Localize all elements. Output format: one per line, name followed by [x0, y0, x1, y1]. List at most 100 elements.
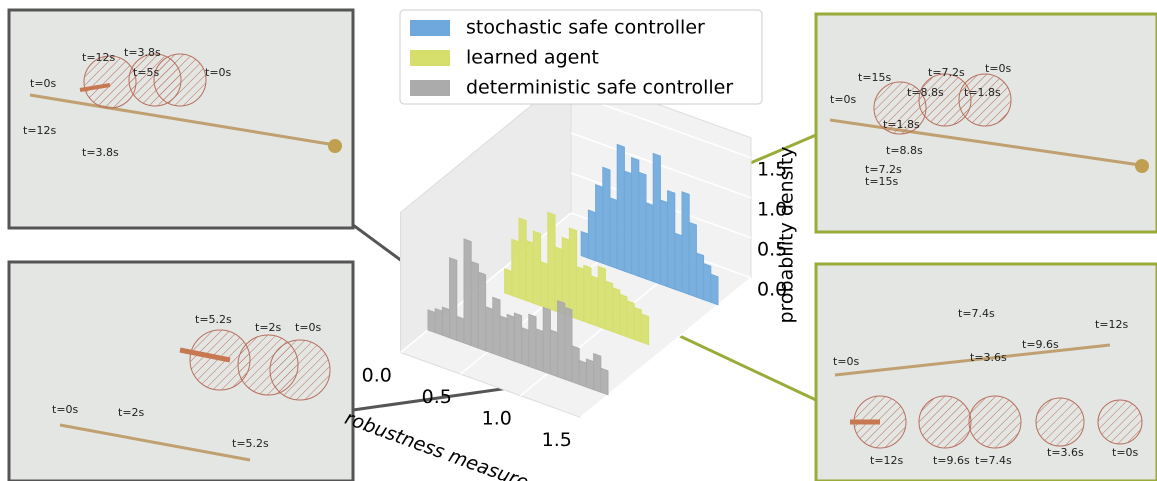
bar: [457, 316, 464, 343]
annotation: t=9.6s: [933, 454, 970, 467]
legend-label: learned agent: [466, 47, 599, 69]
annotation: t=0s: [295, 321, 322, 334]
annotation: t=0s: [1112, 446, 1139, 459]
annotation: t=2s: [255, 321, 282, 334]
bar: [682, 192, 689, 295]
bar: [675, 233, 682, 292]
bar: [500, 316, 507, 359]
bar: [639, 172, 646, 279]
x-tick-label: 0.5: [422, 386, 452, 408]
bar: [646, 203, 653, 282]
annotation: t=1.8s: [883, 118, 920, 131]
bar: [533, 231, 540, 306]
annotation: t=3.8s: [124, 46, 161, 59]
annotation: t=9.6s: [1022, 338, 1059, 351]
bar: [541, 262, 548, 309]
bar: [689, 222, 696, 297]
annotation: t=0s: [985, 62, 1012, 75]
legend-swatch: [410, 20, 450, 36]
bar: [579, 360, 586, 387]
bar: [581, 232, 588, 259]
legend-swatch: [410, 50, 450, 66]
bar: [641, 314, 648, 345]
bar: [522, 328, 529, 367]
annotation: t=8.8s: [907, 86, 944, 99]
annotation: t=15s: [865, 175, 899, 188]
annotation: t=8.8s: [886, 144, 923, 157]
bar: [588, 210, 595, 261]
annotation: t=5.2s: [195, 313, 232, 326]
bar: [603, 167, 610, 266]
photo-panel: [9, 262, 353, 481]
bar: [601, 368, 608, 395]
bar: [624, 171, 631, 274]
bar: [572, 346, 579, 385]
bar: [653, 153, 660, 284]
annotation: t=5.2s: [232, 437, 269, 450]
annotation: t=7.4s: [958, 307, 995, 320]
annotation: t=0s: [830, 93, 857, 106]
bar: [627, 301, 634, 340]
bar: [565, 307, 572, 382]
bar: [519, 218, 526, 301]
bar: [478, 272, 485, 351]
bar: [505, 269, 512, 296]
bar: [620, 294, 627, 337]
photo-panel: [816, 264, 1157, 481]
annotation: t=7.2s: [928, 66, 965, 79]
bar: [586, 359, 593, 390]
x-tick-label: 0.0: [362, 364, 392, 386]
legend-swatch: [410, 80, 450, 96]
bar: [442, 307, 449, 338]
bar: [512, 239, 519, 298]
bar: [605, 281, 612, 332]
bar: [591, 276, 598, 327]
bar: [529, 314, 536, 369]
annotation: t=15s: [858, 71, 892, 84]
bar: [617, 145, 624, 272]
bar: [577, 267, 584, 322]
bar: [450, 258, 457, 341]
annotation: t=2s: [118, 406, 145, 419]
bar: [584, 265, 591, 324]
annotation: t=12s: [1095, 318, 1129, 331]
annotation: t=3.6s: [1047, 446, 1084, 459]
bar: [668, 191, 675, 290]
bar: [711, 274, 718, 305]
bar: [543, 307, 550, 374]
z-axis-label: probability density: [776, 146, 798, 323]
annotation: t=1.8s: [964, 86, 1001, 99]
annotation: t=0s: [205, 66, 232, 79]
bar: [660, 200, 667, 287]
bar: [598, 266, 605, 329]
figure: 0.00.51.01.50.00.51.01.5robustness measu…: [0, 0, 1157, 481]
bar: [435, 309, 442, 336]
bar: [704, 264, 711, 303]
bar: [696, 253, 703, 300]
annotation: t=0s: [30, 77, 57, 90]
bar: [613, 288, 620, 335]
legend-label: deterministic safe controller: [466, 77, 733, 99]
photo-panel: [9, 10, 353, 228]
bar: [486, 307, 493, 354]
annotation: t=0s: [833, 355, 860, 368]
annotation: t=3.8s: [82, 146, 119, 159]
bar: [428, 310, 435, 333]
annotation: t=12s: [82, 51, 116, 64]
photo-panel: [816, 14, 1157, 232]
bar: [610, 198, 617, 269]
bar: [594, 354, 601, 393]
x-tick-label: 1.0: [482, 407, 512, 429]
bar: [548, 212, 555, 311]
bar: [596, 185, 603, 264]
bar: [493, 297, 500, 356]
bar: [634, 307, 641, 342]
bar: [536, 329, 543, 372]
bar: [507, 315, 514, 362]
annotation: t=12s: [23, 124, 57, 137]
annotation: t=5s: [133, 66, 160, 79]
bar: [632, 158, 639, 277]
annotation: t=0s: [52, 403, 79, 416]
bar: [514, 313, 521, 364]
